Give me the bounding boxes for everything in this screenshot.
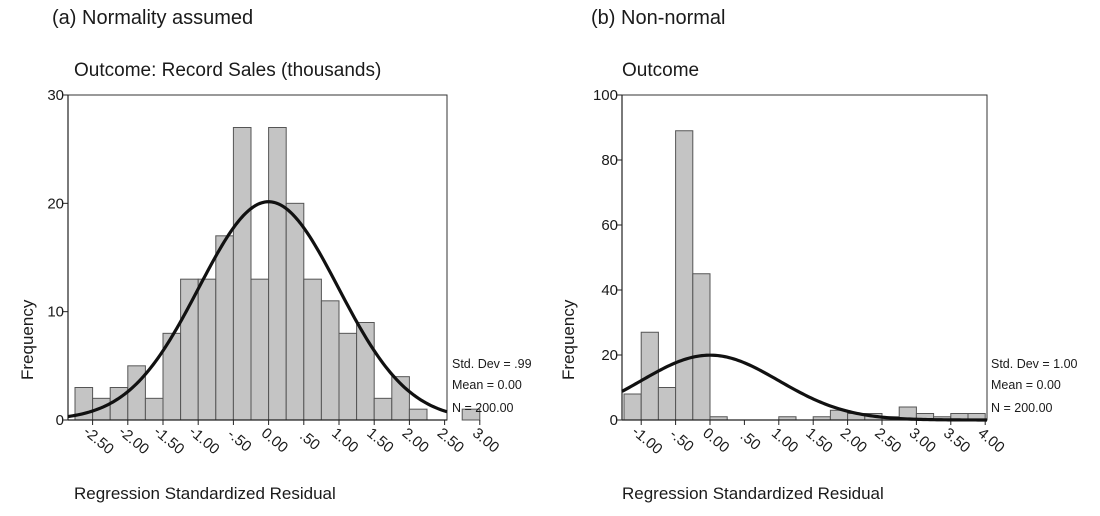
panel-a-x-tick-label: 2.00	[399, 425, 432, 457]
panel-b-bar	[692, 273, 711, 421]
panel-a-bar	[215, 235, 234, 421]
panel-a-bar	[320, 300, 340, 421]
panel-a-x-tick-label: 2.50	[434, 425, 467, 457]
panel-b-chart-title: Outcome	[622, 60, 699, 81]
panel-b-y-tick-label: 20	[601, 347, 618, 364]
panel-a-bar	[250, 278, 270, 421]
panel-a-y-tick-label: 10	[47, 304, 64, 321]
panel-b-bar	[657, 387, 677, 421]
panel-a-x-tick-label: -2.00	[115, 423, 152, 458]
panel-b-label: (b) Non-normal	[591, 7, 725, 29]
panel-a-x-axis-title: Regression Standardized Residual	[74, 484, 336, 503]
panel-b-stat-n: N = 200.00	[991, 401, 1053, 415]
panel-b-y-tick-label: 40	[601, 282, 618, 299]
panel-a-bar	[180, 278, 199, 421]
panel-b-x-tick-label: 1.00	[768, 425, 801, 457]
panel-b-y-axis: 0 20 40 60 80 100	[593, 87, 623, 429]
panel-b-normal-curve	[621, 353, 987, 422]
panel-b-x-tick-label: 2.00	[837, 425, 870, 457]
panel-a-chart-title: Outcome: Record Sales (thousands)	[74, 60, 381, 81]
panel-b-bars	[623, 130, 986, 421]
panel-a-x-axis: -2.50-2.00-1.50-1.00 -.50 0.00.50 1.00 1.50 2…	[68, 419, 502, 458]
panel-a-bar	[408, 408, 428, 421]
panel-b-y-tick-label: 60	[601, 217, 618, 234]
panel-a-x-tick-label: 1.50	[363, 425, 396, 457]
panel-b-bar	[623, 393, 642, 421]
panel-a-stat-mean: Mean = 0.00	[452, 378, 522, 392]
panel-a-y-axis-title: Frequency	[18, 299, 37, 380]
panel-b-non-normal: (b) Non-normal Outcome 0 20 40 60 80 100 -1.0…	[559, 7, 1078, 503]
panel-b-x-axis: -1.00 -.50 0.00.50 1.00 1.50 2.00 2.50 3.00 3.50…	[622, 419, 1008, 458]
panel-a-x-tick-label: -.50	[224, 426, 255, 456]
panel-a-x-tick-label: -1.00	[186, 423, 223, 458]
panel-a-stat-n: N = 200.00	[452, 401, 514, 415]
panel-b-x-axis-title: Regression Standardized Residual	[622, 484, 884, 503]
panel-a-label: (a) Normality assumed	[52, 7, 253, 29]
panel-a-x-tick-label: 1.00	[328, 425, 361, 457]
panel-b-x-tick-label: 2.50	[871, 425, 904, 457]
panel-b-y-tick-label: 100	[593, 87, 618, 104]
panel-a-bar	[268, 127, 287, 421]
panel-b-bar	[675, 130, 694, 421]
panel-a-y-tick-label: 0	[56, 412, 64, 429]
panel-a-bar	[197, 278, 217, 421]
panel-b-x-tick-label: .50	[737, 427, 764, 453]
panel-a-bar	[232, 127, 252, 421]
panel-a-x-tick-label: -2.50	[80, 423, 117, 458]
panel-a-x-tick-label: 3.00	[469, 425, 502, 457]
panel-a-bar	[373, 397, 393, 421]
panel-a-x-tick-label: -1.50	[150, 423, 187, 458]
panel-b-x-tick-label: -1.00	[629, 423, 666, 458]
panel-b-stat-std-dev: Std. Dev = 1.00	[991, 357, 1078, 371]
panel-b-y-tick-label: 80	[601, 152, 618, 169]
panel-a-bar	[285, 202, 305, 421]
panel-a-stat-std-dev: Std. Dev = .99	[452, 357, 532, 371]
panel-a-x-tick-label: 0.00	[258, 425, 291, 457]
panel-a-bar	[338, 332, 358, 421]
panel-a-bar	[144, 397, 164, 421]
panel-b-stat-mean: Mean = 0.00	[991, 378, 1061, 392]
panel-a-bars	[74, 127, 481, 421]
panel-b-x-tick-label: 4.00	[974, 425, 1007, 457]
panel-a-bar	[461, 408, 481, 421]
panel-a-bar	[303, 278, 322, 421]
panel-b-x-tick-label: 0.00	[699, 425, 732, 457]
panel-a-y-tick-label: 20	[47, 195, 64, 212]
panel-b-y-axis-title: Frequency	[559, 299, 578, 380]
panel-b-y-tick-label: 0	[610, 412, 618, 429]
panel-b-x-tick-label: -.50	[666, 426, 697, 456]
panel-a-normal-curve	[67, 200, 448, 419]
panel-a-x-tick-label: .50	[296, 427, 323, 453]
panel-b-x-tick-label: 3.50	[940, 425, 973, 457]
panel-b-x-tick-label: 3.00	[906, 425, 939, 457]
panel-a-y-axis: 0 10 20 30	[47, 87, 69, 429]
panel-a-normality-assumed: (a) Normality assumed Outcome: Record Sa…	[18, 7, 532, 503]
panel-a-y-tick-label: 30	[47, 87, 64, 104]
panel-b-x-tick-label: 1.50	[802, 425, 835, 457]
panel-a-bar	[127, 365, 146, 421]
